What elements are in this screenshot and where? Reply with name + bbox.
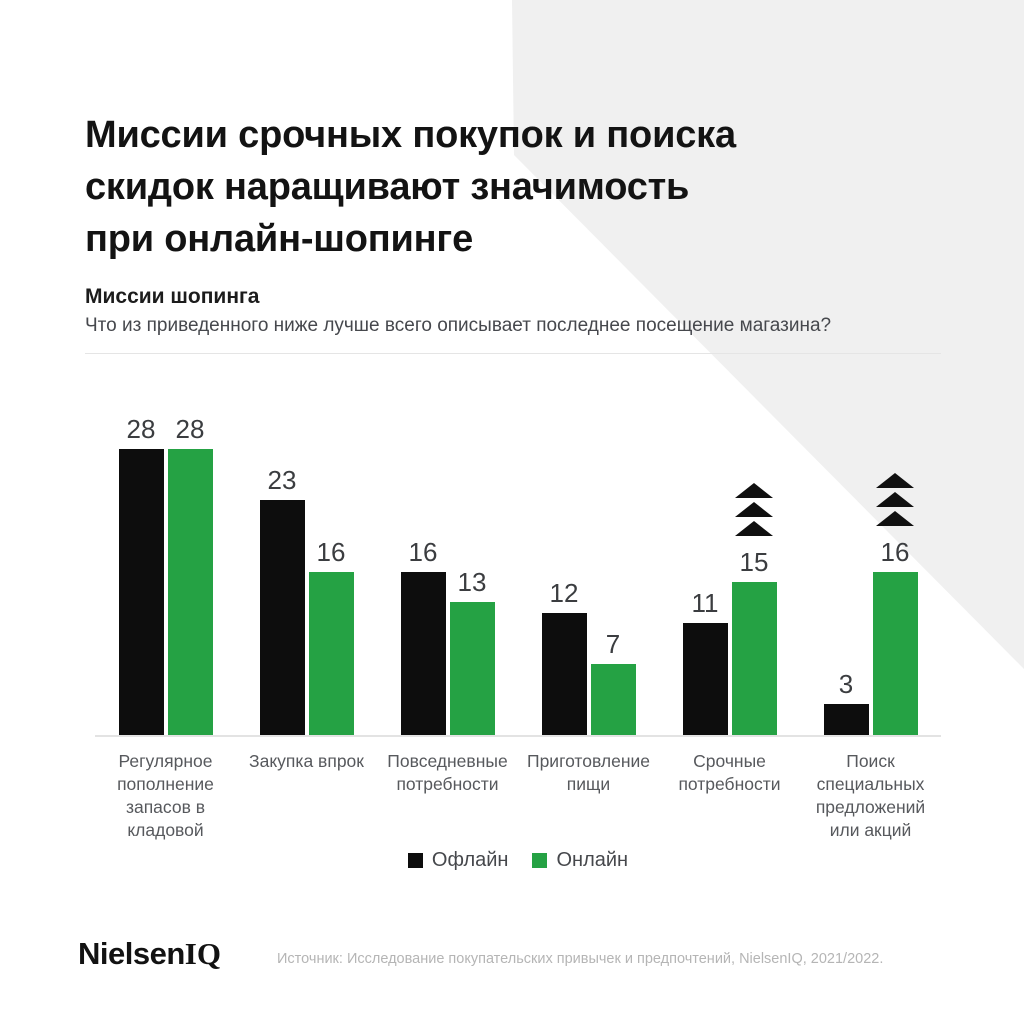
page-title-line-1: скидок наращивают значимость xyxy=(85,166,690,209)
value-label-offline-0: 28 xyxy=(126,414,156,444)
category-label-5: Поиск специальных предложений или акций xyxy=(800,737,941,842)
chart-legend: Офлайн Онлайн xyxy=(95,849,941,872)
category-label-line: потребности xyxy=(396,774,499,794)
online-bar-wrap-4: 15 xyxy=(731,483,777,735)
up-triangle-icon xyxy=(876,511,914,526)
legend-item-online: Онлайн xyxy=(532,849,628,872)
bar-group-2: 16 13 xyxy=(377,538,518,735)
category-label-line: Поиск xyxy=(846,751,895,771)
bar-chart-plot: 28 28 23 16 16 13 12 7 11 15 3 16 xyxy=(95,408,941,737)
category-label-line: пищи xyxy=(566,774,611,794)
bar-group-3: 12 7 xyxy=(518,579,659,735)
offline-bar-wrap-5: 3 xyxy=(823,669,869,735)
up-triangle-icon xyxy=(876,492,914,507)
online-bar-2 xyxy=(449,602,495,735)
nielseniq-logo: NielsenIQ xyxy=(78,936,221,972)
up-triangle-icon xyxy=(876,473,914,488)
triple-up-arrow-icon xyxy=(876,473,914,526)
offline-bar-0 xyxy=(118,449,164,735)
online-bar-5 xyxy=(872,572,918,735)
online-bar-wrap-5: 16 xyxy=(872,473,918,735)
offline-bar-wrap-2: 16 xyxy=(400,537,446,735)
category-label-line: Повседневные xyxy=(387,751,508,771)
legend-swatch-online xyxy=(532,853,548,868)
online-bar-1 xyxy=(308,572,354,735)
online-bar-0 xyxy=(167,449,213,735)
chart-question: Что из приведенного ниже лучше всего опи… xyxy=(85,315,832,336)
page-title-line-2: при онлайн-шопинге xyxy=(85,218,473,261)
offline-bar-wrap-4: 11 xyxy=(682,588,728,735)
offline-bar-wrap-1: 23 xyxy=(259,465,305,735)
chart-title: Миссии шопинга xyxy=(85,285,260,308)
value-label-online-3: 7 xyxy=(605,629,621,659)
online-bar-3 xyxy=(590,664,636,735)
category-label-line: предложений xyxy=(815,797,926,817)
offline-bar-wrap-3: 12 xyxy=(541,578,587,735)
value-label-offline-3: 12 xyxy=(549,578,579,608)
offline-bar-4 xyxy=(682,623,728,735)
category-label-line: запасов в xyxy=(125,797,206,817)
logo-nielsen-text: Nielsen xyxy=(78,936,185,971)
online-bar-wrap-3: 7 xyxy=(590,629,636,735)
legend-label: Онлайн xyxy=(556,849,629,871)
chart-header: Миссии шопинга Что из приведенного ниже … xyxy=(85,283,941,354)
bar-group-0: 28 28 xyxy=(95,415,236,735)
value-label-offline-1: 23 xyxy=(267,465,297,495)
legend-item-offline: Офлайн xyxy=(407,849,509,872)
bar-group-4: 11 15 xyxy=(659,483,800,735)
category-label-line: Приготовление xyxy=(527,751,650,771)
category-label-0: Регулярное пополнение запасов в кладовой xyxy=(95,737,236,842)
bar-group-5: 3 16 xyxy=(800,473,941,735)
header-divider xyxy=(85,353,941,354)
category-label-line: пополнение xyxy=(117,774,214,794)
legend-label: Офлайн xyxy=(431,849,509,871)
category-label-3: Приготовление пищи xyxy=(518,737,659,842)
value-label-online-5: 16 xyxy=(880,537,910,567)
source-text: Источник: Исследование покупательских пр… xyxy=(277,951,884,967)
up-triangle-icon xyxy=(735,483,773,498)
category-label-line: Регулярное xyxy=(118,751,213,771)
category-label-line: Срочные xyxy=(693,751,766,771)
triple-up-arrow-icon xyxy=(735,483,773,536)
value-label-online-1: 16 xyxy=(316,537,346,567)
category-axis-labels: Регулярное пополнение запасов в кладовой Зак… xyxy=(95,737,941,842)
online-bar-4 xyxy=(731,582,777,735)
logo-iq-text: IQ xyxy=(184,936,221,971)
value-label-offline-5: 3 xyxy=(838,669,854,699)
online-bar-wrap-1: 16 xyxy=(308,537,354,735)
bar-group-1: 23 16 xyxy=(236,466,377,735)
offline-bar-5 xyxy=(823,704,869,735)
category-label-line: Закупка впрок xyxy=(249,751,364,771)
value-label-offline-2: 16 xyxy=(408,537,438,567)
value-label-offline-4: 11 xyxy=(691,588,719,618)
online-bar-wrap-0: 28 xyxy=(167,414,213,735)
offline-bar-3 xyxy=(541,613,587,735)
category-label-2: Повседневные потребности xyxy=(377,737,518,842)
category-label-line: или акций xyxy=(829,820,912,840)
category-label-line: специальных xyxy=(816,774,925,794)
value-label-online-4: 15 xyxy=(739,547,769,577)
offline-bar-1 xyxy=(259,500,305,735)
value-label-online-2: 13 xyxy=(457,567,487,597)
category-label-1: Закупка впрок xyxy=(236,737,377,842)
up-triangle-icon xyxy=(735,502,773,517)
up-triangle-icon xyxy=(735,521,773,536)
value-label-online-0: 28 xyxy=(175,414,205,444)
page-title-line-0: Миссии срочных покупок и поиска xyxy=(85,114,736,157)
category-label-line: кладовой xyxy=(127,820,204,840)
online-bar-wrap-2: 13 xyxy=(449,567,495,735)
page-title: Миссии срочных покупок и поиска скидок на… xyxy=(85,109,925,265)
offline-bar-wrap-0: 28 xyxy=(118,414,164,735)
category-label-line: потребности xyxy=(678,774,781,794)
category-label-4: Срочные потребности xyxy=(659,737,800,842)
offline-bar-2 xyxy=(400,572,446,735)
legend-swatch-offline xyxy=(407,853,423,868)
